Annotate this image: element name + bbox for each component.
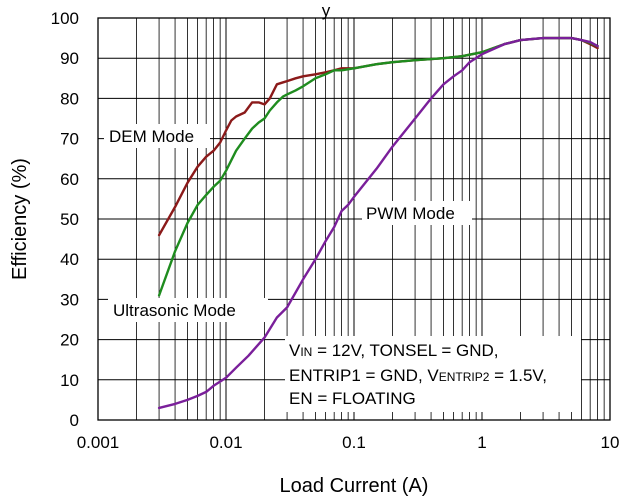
conditions-box: [285, 336, 581, 412]
y-tick-label: 30: [60, 290, 79, 309]
x-tick-label: 0.01: [209, 433, 242, 452]
y-tick-label: 100: [51, 9, 79, 28]
pwm-label-bg: [362, 201, 472, 225]
y-axis-title: Efficiency (%): [9, 158, 31, 280]
y-tick-label: 60: [60, 170, 79, 189]
conditions-line-1: VIN = 12V, TONSEL = GND,: [289, 341, 499, 360]
y-tick-label: 90: [60, 49, 79, 68]
x-tick-label: 0.1: [342, 433, 366, 452]
y-tick-label: 80: [60, 89, 79, 108]
x-tick-label: 10: [601, 433, 620, 452]
conditions-line-3: EN = FLOATING: [289, 389, 416, 408]
x-tick-label: 0.001: [77, 433, 120, 452]
y-tick-label: 50: [60, 210, 79, 229]
conditions-line-2: ENTRIP1 = GND, VENTRIP2 = 1.5V,: [289, 366, 547, 385]
series-layer: [157, 36, 599, 410]
y-tick-label: 0: [70, 411, 79, 430]
pwm-mode-label: PWM Mode: [366, 204, 455, 223]
x-axis-title: Load Current (A): [280, 475, 429, 497]
y-tick-label: 70: [60, 130, 79, 149]
y-tick-label: 10: [60, 371, 79, 390]
y-tick-label: 20: [60, 331, 79, 350]
ultrasonic-label-bg: [108, 298, 268, 322]
dem-label-bg: [104, 124, 210, 148]
plot-frame: [97, 17, 611, 421]
series-line-pwm-mode: [157, 36, 599, 410]
x-tick-label: 1: [477, 433, 486, 452]
title-fragment: y: [322, 1, 331, 20]
y-tick-label: 40: [60, 250, 79, 269]
dem-mode-label: DEM Mode: [109, 127, 194, 146]
ultrasonic-mode-label: Ultrasonic Mode: [113, 301, 236, 320]
